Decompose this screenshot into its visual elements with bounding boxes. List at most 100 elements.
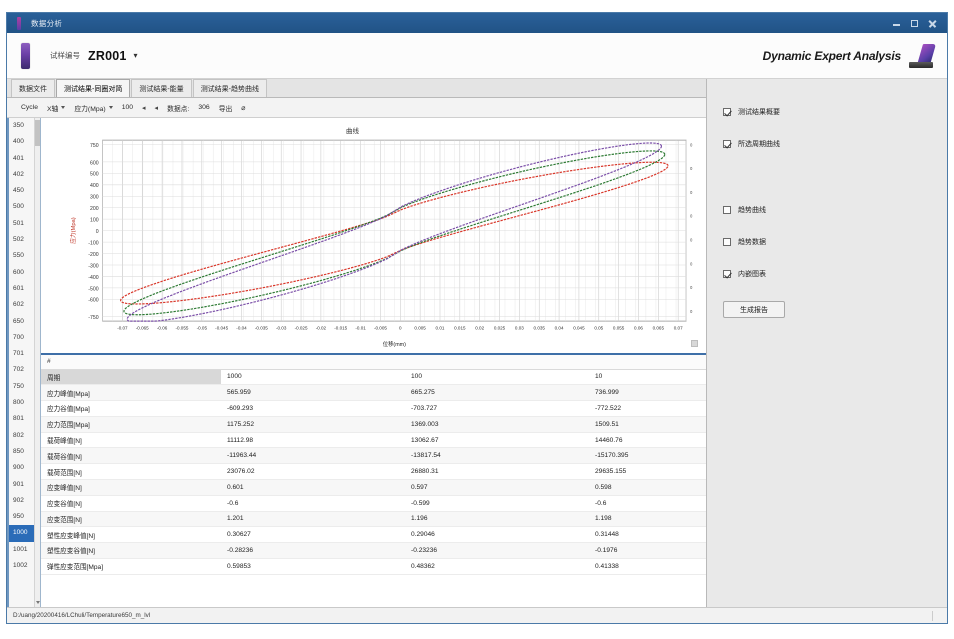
cycle-list-item[interactable]: 802	[13, 431, 24, 439]
cycle-list-item[interactable]: 750	[13, 382, 24, 390]
x-axis-select[interactable]: X轴	[47, 103, 66, 113]
checkbox-icon[interactable]	[723, 238, 731, 246]
cycle-list-item[interactable]: 401	[13, 154, 24, 162]
export-icon[interactable]: ⌀	[241, 104, 246, 112]
option-trend-data[interactable]: 趋势数据	[723, 237, 947, 247]
results-table-body: 周期 1000 100 10 应力峰值[Mpa] 565.959 665.275 736.99…	[41, 369, 706, 575]
cycle-list[interactable]: 350 400 401 402 450 500 501 502 550 600 601 602 650 7…	[7, 118, 41, 607]
cycle-list-item[interactable]: 602	[13, 301, 24, 309]
body-area: 数据文件 测试结果-同圈对简 测试结果-能量 测试结果-趋势曲线 Cycle X…	[7, 79, 947, 607]
maximize-icon[interactable]	[910, 19, 919, 28]
checkbox-icon[interactable]	[723, 206, 731, 214]
svg-text:0.05: 0.05	[594, 325, 603, 330]
chart-panel: 曲线 750 600 500 400 300 200 100 0 -100 -200 -300 -40…	[41, 118, 706, 355]
svg-text:-200: -200	[88, 252, 98, 258]
table-row[interactable]: 应力范围[Mpa] 1175.252 1369.003 1509.51	[41, 416, 706, 433]
table-row[interactable]: 弹性应变范围[Mpa] 0.59853 0.48362 0.41338	[41, 558, 706, 575]
table-row[interactable]: 塑性应变谷值[N] -0.28236 -0.23236 -0.1976	[41, 542, 706, 559]
cycle-list-item[interactable]: 1000	[9, 525, 40, 542]
chevron-down-icon	[108, 106, 113, 109]
cycle-list-item[interactable]: 1001	[13, 545, 28, 553]
cycle-list-item[interactable]: 650	[13, 317, 24, 325]
cycle-list-scrollbar[interactable]	[34, 118, 40, 607]
option-selected-cycle-curve[interactable]: 所选周期曲线	[723, 139, 947, 149]
checkbox-icon[interactable]	[723, 108, 731, 116]
cycle-list-item[interactable]: 901	[13, 480, 24, 488]
cycle-list-item[interactable]: 900	[13, 464, 24, 472]
generate-report-button[interactable]: 生成报告	[723, 301, 785, 318]
specimen-dropdown-caret-icon[interactable]: ▾	[133, 51, 138, 60]
cycle-list-item[interactable]: 600	[13, 268, 24, 276]
statusbar: D:/uang/20200416/LChuli/Temperature650_m…	[7, 607, 947, 623]
cycle-list-item[interactable]: 801	[13, 415, 24, 423]
table-row[interactable]: 塑性应变峰值[N] 0.30627 0.29046 0.31448	[41, 526, 706, 544]
cycle-list-item[interactable]: 702	[13, 366, 24, 374]
table-col-header	[221, 355, 405, 370]
next-arrow-icon[interactable]: ◂	[154, 104, 159, 112]
svg-text:0: 0	[690, 285, 693, 290]
chart-toolbar: Cycle X轴 应力(Mpa) 100 ◂ ◂ 数据点: 306 导出	[7, 98, 706, 118]
table-cell: 0.59853	[221, 558, 405, 575]
svg-text:100: 100	[90, 217, 99, 223]
table-row[interactable]: 应力谷值[Mpa] -609.293 -703.727 -772.522	[41, 400, 706, 417]
chart-resize-handle[interactable]	[691, 340, 698, 347]
scrollbar-thumb[interactable]	[35, 120, 40, 146]
export-button[interactable]: 导出	[218, 105, 233, 113]
table-cell: 100	[405, 369, 589, 386]
table-cell: 13062.67	[405, 432, 589, 449]
tab-test-result-trend-curve[interactable]: 测试结果-趋势曲线	[192, 79, 268, 97]
table-row[interactable]: 周期 1000 100 10	[41, 369, 706, 386]
specimen-label: 试样编号	[50, 51, 80, 60]
prev-arrow-icon[interactable]: ◂	[142, 104, 146, 112]
cycle-list-item[interactable]: 1002	[13, 562, 28, 570]
minimize-icon[interactable]	[892, 19, 901, 28]
cycle-list-item[interactable]: 350	[13, 122, 24, 129]
table-cell: 1000	[221, 369, 405, 386]
option-test-result-summary[interactable]: 测试结果概要	[723, 107, 947, 117]
table-cell: -0.599	[405, 495, 589, 512]
cycle-list-item[interactable]: 902	[13, 496, 24, 504]
cycle-list-item[interactable]: 800	[13, 399, 24, 407]
svg-text:0.07: 0.07	[674, 325, 683, 330]
checkbox-icon[interactable]	[723, 270, 731, 278]
svg-text:位移(mm): 位移(mm)	[383, 340, 406, 348]
cycle-list-item[interactable]: 502	[13, 236, 24, 244]
table-row[interactable]: 应变峰值[N] 0.601 0.597 0.598	[41, 479, 706, 496]
cycle-list-item[interactable]: 700	[13, 333, 24, 341]
table-row[interactable]: 载荷峰值[N] 11112.98 13062.67 14460.76	[41, 432, 706, 449]
cycle-list-item[interactable]: 400	[13, 138, 24, 146]
count-input[interactable]: 100	[121, 104, 134, 111]
table-row[interactable]: 载荷范围[N] 23076.02 26880.31 29635.155	[41, 463, 706, 480]
specimen-value[interactable]: ZR001	[88, 48, 127, 63]
tab-test-result-energy[interactable]: 测试结果-能量	[131, 79, 192, 97]
cycle-list-item[interactable]: 402	[13, 170, 24, 178]
cycle-list-item[interactable]: 850	[13, 447, 24, 455]
chevron-down-icon	[61, 106, 66, 109]
tab-test-result-cycle-compare[interactable]: 测试结果-同圈对简	[56, 79, 131, 97]
cycle-list-item[interactable]: 501	[13, 219, 24, 227]
option-embedded-chart[interactable]: 内嵌图表	[723, 269, 947, 279]
tab-data-file[interactable]: 数据文件	[11, 79, 55, 97]
svg-text:-0.045: -0.045	[215, 325, 228, 330]
series-select[interactable]: 应力(Mpa)	[74, 103, 113, 113]
svg-text:0.035: 0.035	[534, 325, 546, 330]
cycle-list-item[interactable]: 601	[13, 284, 24, 292]
close-icon[interactable]	[928, 19, 937, 28]
table-row[interactable]: 载荷谷值[N] -11963.44 -13817.54 -15170.395	[41, 447, 706, 465]
cycle-list-item[interactable]: 450	[13, 187, 24, 195]
table-row[interactable]: 应变谷值[N] -0.6 -0.599 -0.6	[41, 495, 706, 512]
table-row[interactable]: 应力峰值[Mpa] 565.959 665.275 736.999	[41, 384, 706, 402]
checkbox-icon[interactable]	[723, 140, 731, 148]
cycle-list-item[interactable]: 701	[13, 350, 24, 358]
scroll-down-arrow-icon[interactable]	[36, 601, 40, 604]
chart-canvas[interactable]: 750 600 500 400 300 200 100 0 -100 -200 -300 -400 -5…	[45, 136, 700, 348]
svg-text:0.055: 0.055	[613, 325, 625, 330]
window-controls	[892, 19, 945, 28]
cycle-list-item[interactable]: 550	[13, 252, 24, 260]
table-row[interactable]: 应变范围[N] 1.201 1.196 1.198	[41, 511, 706, 528]
table-corner-mark: #	[41, 355, 221, 370]
cycle-list-item[interactable]: 500	[13, 203, 24, 211]
cycle-list-item[interactable]: 950	[13, 513, 24, 521]
option-trend-curve[interactable]: 趋势曲线	[723, 205, 947, 215]
